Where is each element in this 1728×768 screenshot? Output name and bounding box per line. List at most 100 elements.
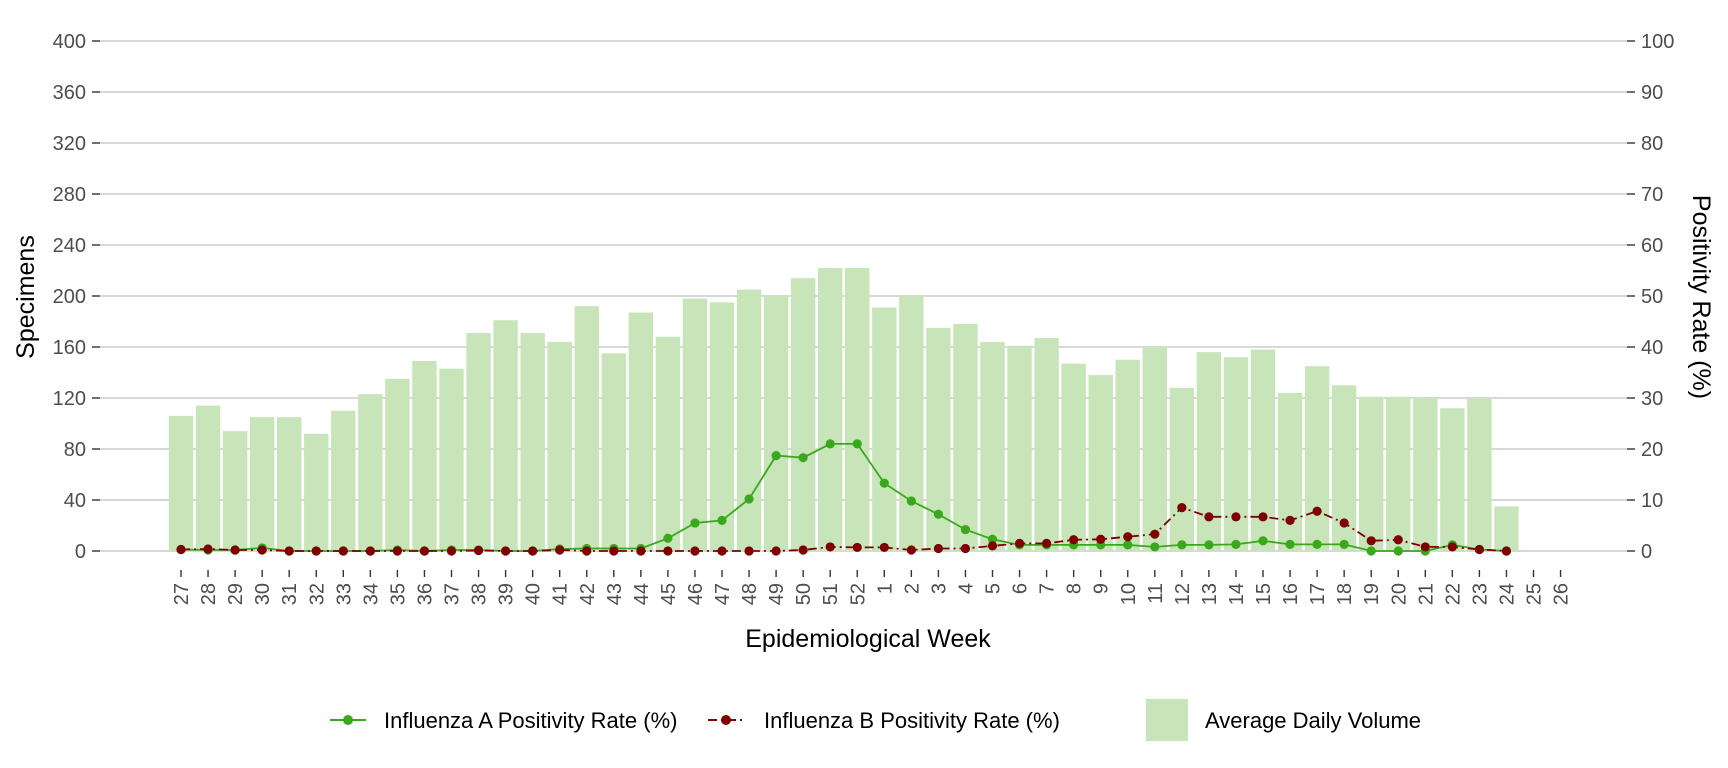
point-influenza-b-week-13 (1204, 512, 1214, 522)
x-tick-label: 20 (1388, 583, 1410, 605)
point-influenza-b-week-1 (879, 542, 889, 553)
point-influenza-a-week-18 (1339, 539, 1349, 549)
bar-week-14 (1223, 357, 1249, 551)
bar-week-49 (763, 296, 789, 551)
x-tick-label: 28 (198, 583, 220, 605)
point-influenza-b-week-42 (582, 546, 592, 556)
x-tick-label: 35 (387, 583, 409, 605)
x-tick-label: 33 (333, 583, 355, 605)
x-tick-label: 48 (739, 583, 761, 605)
bar-week-4 (953, 324, 978, 551)
point-influenza-a-week-48 (744, 494, 754, 504)
x-tick-label: 10 (1118, 583, 1140, 605)
legend-marker-influenza-a (343, 715, 353, 725)
bar-week-47 (709, 302, 735, 551)
bar-week-42 (574, 306, 599, 551)
bar-week-50 (790, 278, 816, 551)
bar-week-9 (1088, 375, 1113, 551)
point-influenza-b-week-7 (1042, 538, 1052, 548)
x-tick-label: 6 (1010, 583, 1032, 594)
y2-tick-label: 20 (1641, 439, 1663, 461)
bar-week-40 (520, 332, 545, 551)
point-influenza-a-week-20 (1393, 546, 1403, 556)
bar-week-37 (439, 368, 464, 551)
x-tick-label: 2 (901, 583, 923, 594)
bar-week-20 (1386, 396, 1411, 551)
bar-week-8 (1061, 363, 1086, 551)
point-influenza-b-week-43 (609, 546, 619, 556)
x-tick-label: 51 (820, 583, 842, 605)
bar-week-36 (412, 361, 437, 551)
point-influenza-b-week-16 (1285, 515, 1295, 526)
point-influenza-b-week-35 (392, 546, 402, 556)
y-tick-label: 400 (53, 31, 86, 53)
point-influenza-a-week-17 (1312, 539, 1322, 549)
bar-week-10 (1115, 359, 1140, 551)
line-series-group (176, 439, 1512, 556)
y2-tick-label: 40 (1641, 337, 1663, 359)
x-tick-label: 47 (712, 583, 734, 605)
y-tick-label: 200 (53, 286, 86, 308)
point-influenza-b-week-15 (1258, 512, 1268, 522)
point-influenza-b-week-5 (987, 541, 998, 551)
x-tick-label: 39 (496, 583, 518, 605)
axes: 0408012016020024028032036040001020304050… (53, 31, 1675, 605)
x-tick-label: 15 (1253, 583, 1275, 605)
point-influenza-b-week-38 (473, 545, 484, 556)
point-influenza-b-week-10 (1123, 532, 1133, 542)
x-tick-label: 36 (414, 583, 436, 605)
x-tick-label: 45 (658, 583, 680, 605)
x-tick-label: 30 (252, 583, 274, 605)
point-influenza-b-week-9 (1096, 534, 1106, 544)
legend-item-average-daily-volume: Average Daily Volume (1146, 699, 1421, 741)
legend-item-influenza-b: Influenza B Positivity Rate (%) (708, 708, 1060, 733)
x-tick-label: 3 (928, 583, 950, 594)
bar-week-23 (1467, 398, 1492, 551)
x-tick-label: 13 (1199, 583, 1221, 605)
point-influenza-a-week-2 (906, 496, 916, 506)
bar-week-16 (1277, 392, 1303, 551)
x-tick-label: 52 (847, 583, 869, 605)
legend-swatch-average-daily-volume (1146, 699, 1188, 741)
x-tick-label: 46 (685, 583, 707, 605)
point-influenza-a-week-16 (1285, 539, 1295, 549)
bar-week-2 (899, 296, 924, 551)
x-tick-label: 1 (874, 583, 896, 594)
x-tick-label: 21 (1415, 583, 1437, 605)
bar-week-45 (655, 336, 681, 551)
bar-week-11 (1142, 347, 1167, 551)
point-influenza-a-week-45 (663, 533, 673, 543)
y2-tick-label: 50 (1641, 286, 1663, 308)
x-tick-label: 32 (306, 583, 328, 605)
point-influenza-b-week-8 (1069, 535, 1079, 545)
point-influenza-a-week-19 (1366, 546, 1376, 556)
y-axis-title: Specimens (12, 235, 40, 359)
bar-week-48 (736, 289, 762, 551)
x-tick-label: 11 (1145, 583, 1167, 604)
bar-week-35 (385, 378, 410, 551)
y2-tick-label: 10 (1641, 490, 1663, 512)
x-tick-label: 22 (1442, 583, 1464, 605)
bar-week-29 (222, 431, 248, 551)
x-tick-label: 41 (550, 583, 572, 605)
bar-week-17 (1304, 366, 1330, 551)
x-tick-label: 43 (604, 583, 626, 605)
x-tick-label: 17 (1307, 583, 1329, 605)
y2-tick-label: 70 (1641, 184, 1663, 206)
point-influenza-b-week-28 (203, 544, 213, 554)
x-tick-label: 42 (577, 583, 599, 605)
point-influenza-a-week-12 (1177, 540, 1187, 550)
x-tick-label: 25 (1524, 583, 1546, 605)
x-tick-label: 38 (469, 583, 491, 605)
x-axis-title: Epidemiological Week (745, 625, 991, 653)
x-tick-label: 34 (360, 583, 382, 605)
point-influenza-b-week-49 (771, 546, 781, 556)
bar-week-41 (547, 341, 572, 551)
point-influenza-b-week-14 (1231, 512, 1241, 522)
x-tick-label: 16 (1280, 583, 1302, 605)
bar-week-38 (466, 332, 491, 551)
point-influenza-b-week-50 (798, 545, 808, 555)
bar-week-33 (331, 410, 356, 551)
bar-week-44 (628, 312, 654, 551)
